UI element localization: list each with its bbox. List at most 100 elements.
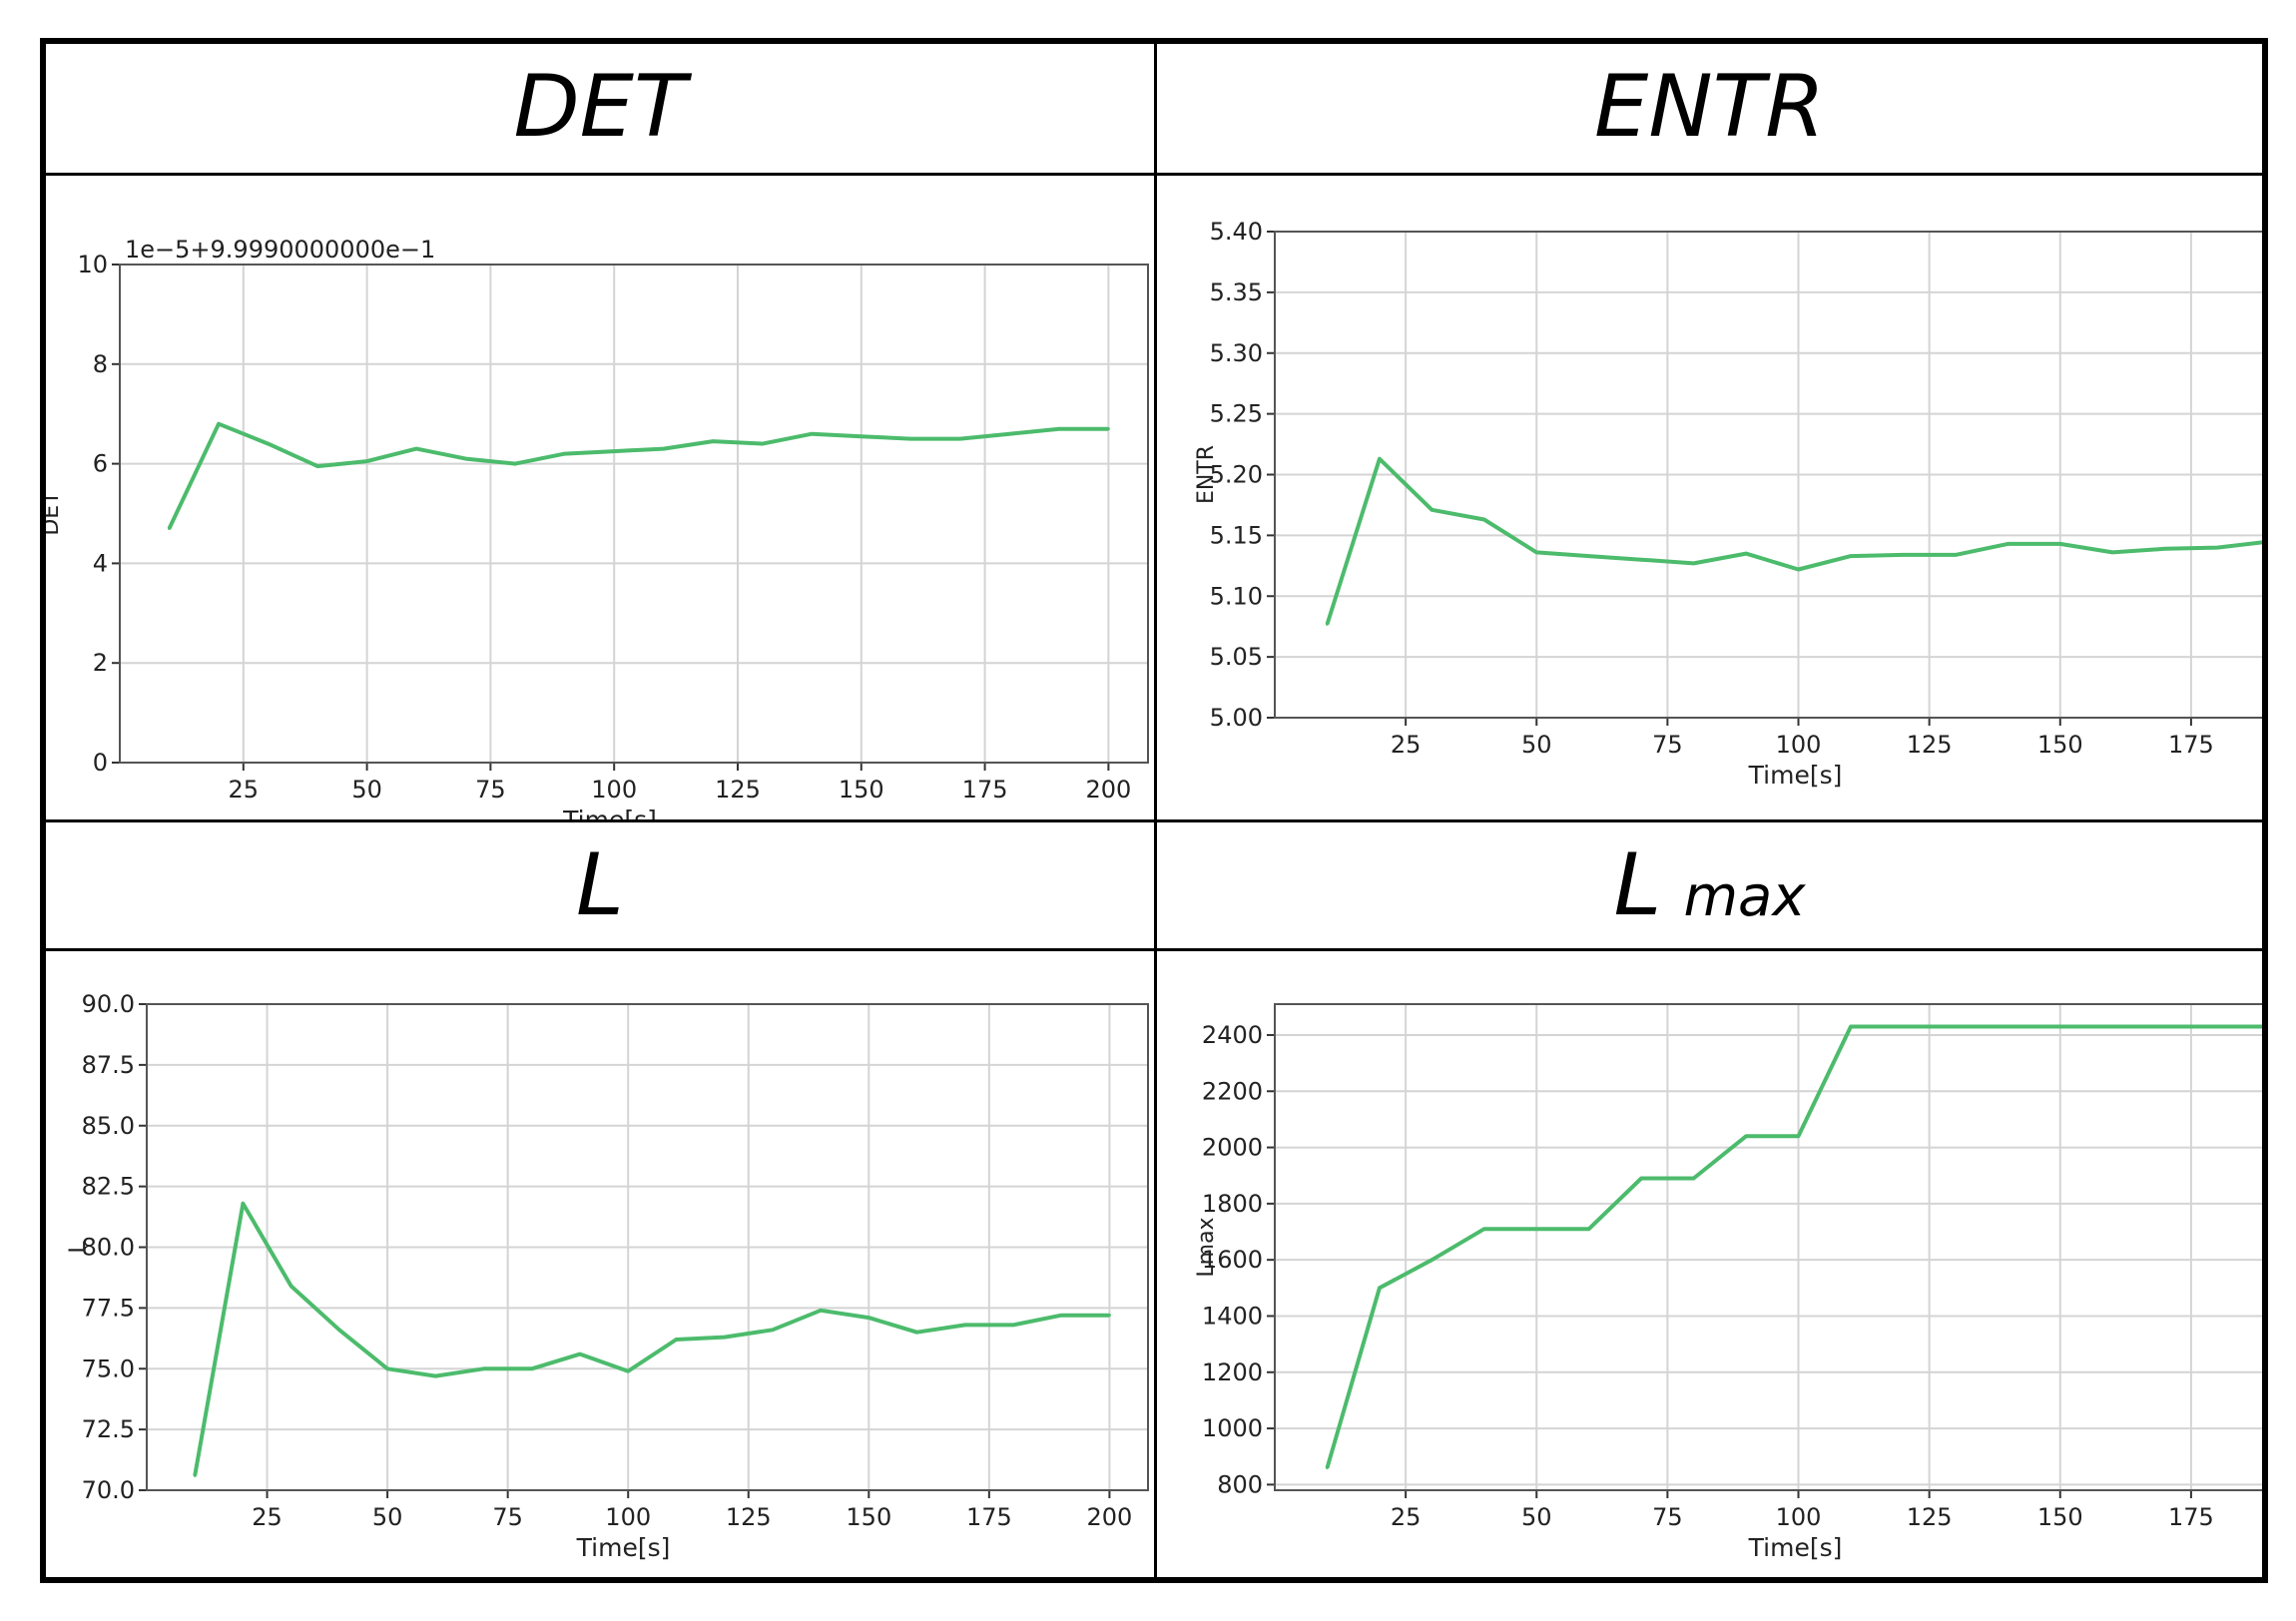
y-tick-label: 1600 (1202, 1246, 1263, 1274)
divider-bottom-title (46, 948, 2262, 951)
data-point (819, 1309, 823, 1313)
panel-title-l: L (46, 822, 1154, 948)
x-tick-label: 75 (492, 1503, 523, 1531)
panel-title-text: DET (513, 57, 687, 157)
data-point (1797, 567, 1801, 571)
x-tick-label: 75 (1652, 1503, 1683, 1531)
x-tick-label: 25 (1391, 731, 1422, 759)
x-tick-label: 175 (966, 1503, 1012, 1531)
series-line (193, 1201, 1110, 1476)
x-tick-label: 75 (475, 776, 506, 804)
x-tick-label: 125 (726, 1503, 772, 1531)
x-tick-label: 200 (1087, 1503, 1133, 1531)
y-tick-label: 2 (93, 649, 108, 677)
y-tick-label: 5.25 (1210, 400, 1263, 428)
panel-title-text: ENTR (1594, 57, 1825, 157)
x-tick-label: 125 (715, 776, 761, 804)
data-point (433, 1374, 437, 1378)
data-point (2163, 547, 2167, 551)
data-point (723, 1336, 727, 1340)
data-point (1587, 1227, 1591, 1231)
panel-title-lmax: L max (1157, 822, 2262, 948)
y-tick-label: 1000 (1202, 1414, 1263, 1442)
data-point (168, 526, 172, 530)
data-point (385, 1366, 389, 1370)
data-point (578, 1352, 582, 1356)
data-point (626, 1369, 630, 1373)
data-point (1378, 1286, 1382, 1290)
data-point (1797, 1134, 1801, 1138)
y-tick-label: 2200 (1202, 1077, 1263, 1105)
data-point (810, 432, 814, 436)
data-point (1901, 553, 1905, 557)
data-point (1901, 1025, 1905, 1029)
data-point (1587, 554, 1591, 558)
data-point (1849, 1025, 1853, 1029)
y-tick-label: 5.15 (1210, 521, 1263, 549)
plot-area-frame (119, 264, 1149, 764)
x-tick-label: 100 (1776, 1503, 1822, 1531)
chart-l: 25 50 75 100 125 150 175 200 70.0 72.5 75.0 77.5 80.… (46, 951, 1154, 1577)
data-point (1378, 457, 1382, 461)
y-tick-label: 5.30 (1210, 339, 1263, 367)
y-tick-label: 90.0 (82, 990, 135, 1018)
data-point (241, 1202, 245, 1206)
chart-det-svg: 25 50 75 100 125 150 175 200 0 2 4 6 8 10 Time[s] DET 1e… (46, 236, 1149, 819)
data-point (915, 1331, 919, 1335)
x-tick-label: 150 (2037, 731, 2083, 759)
data-point (1954, 1025, 1958, 1029)
y-tick-label: 75.0 (82, 1354, 135, 1382)
data-point (958, 437, 962, 441)
data-point (1007, 432, 1011, 436)
panel-title-text: L (1613, 835, 1662, 935)
data-point (761, 442, 765, 446)
y-tick-label: 5.20 (1210, 461, 1263, 489)
data-point (414, 447, 418, 451)
x-tick-label: 150 (846, 1503, 891, 1531)
x-tick-label: 25 (1391, 1503, 1422, 1531)
chart-entr-svg: 2550751001251501752005.005.055.105.155.2… (1194, 218, 2262, 790)
y-tick-label: 8 (93, 350, 108, 378)
panel-title-entr: ENTR (1157, 44, 2262, 170)
data-point (2215, 1025, 2219, 1029)
data-point (866, 1316, 870, 1320)
y-tick-label: 5.35 (1210, 278, 1263, 306)
data-point (1534, 550, 1538, 554)
panel-title-subscript: max (1683, 863, 1806, 929)
data-point (711, 439, 715, 443)
data-point (315, 464, 319, 468)
series-line (1325, 1024, 2262, 1469)
data-point (1639, 1177, 1643, 1181)
x-tick-label: 175 (2168, 731, 2214, 759)
y-tick-label: 1400 (1202, 1302, 1263, 1330)
y-tick-label: 10 (77, 251, 108, 278)
data-point (365, 459, 369, 463)
chart-lmax-svg: 2550751001251501752008001000120014001600… (1194, 1003, 2262, 1562)
y-tick-label: 0 (93, 749, 108, 777)
data-point (289, 1284, 293, 1288)
y-tick-label: 5.10 (1210, 582, 1263, 610)
divider-top-title (46, 173, 2262, 176)
vertical-divider (1154, 44, 1157, 1577)
x-tick-label: 50 (1521, 731, 1552, 759)
data-point (2058, 1025, 2062, 1029)
x-tick-label: 75 (1652, 731, 1683, 759)
data-point (1107, 1314, 1111, 1318)
data-point (771, 1328, 775, 1332)
data-point (1482, 518, 1486, 522)
x-tick-label: 125 (1907, 1503, 1953, 1531)
data-point (1692, 1177, 1696, 1181)
data-point (1744, 1134, 1748, 1138)
x-axis-label: Time[s] (576, 1533, 671, 1562)
data-point (2163, 1025, 2167, 1029)
data-point (217, 422, 221, 426)
data-point (612, 449, 616, 453)
chart-lmax: 2550751001251501752008001000120014001600… (1157, 951, 2262, 1577)
data-point (1534, 1227, 1538, 1231)
y-tick-label: 77.5 (82, 1294, 135, 1322)
x-tick-label: 50 (372, 1503, 403, 1531)
x-tick-label: 150 (2037, 1503, 2083, 1531)
data-point (1325, 1465, 1329, 1469)
y-tick-label: 87.5 (82, 1051, 135, 1079)
y-tick-label: 2400 (1202, 1021, 1263, 1049)
